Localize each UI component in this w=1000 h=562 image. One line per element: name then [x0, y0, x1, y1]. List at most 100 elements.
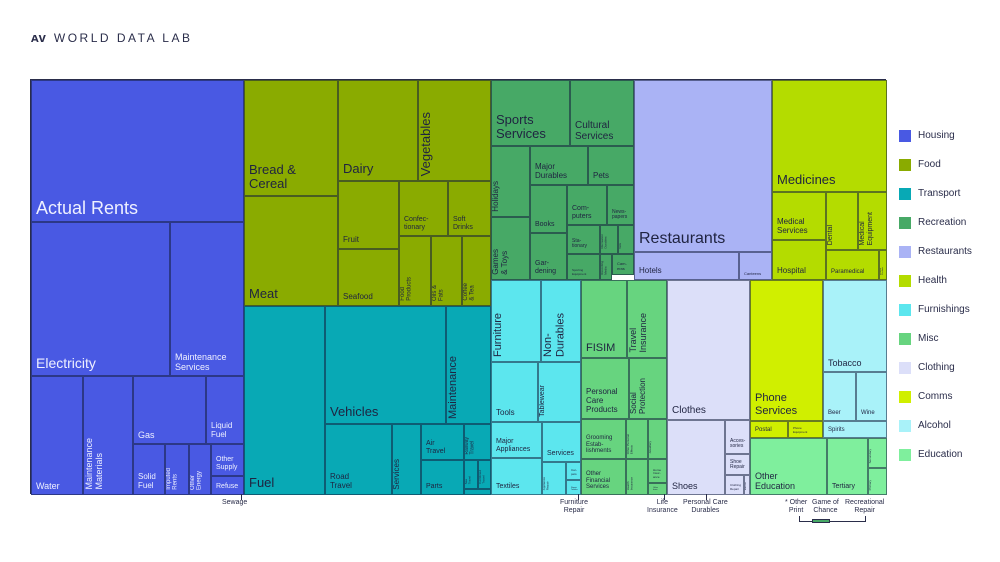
cell-label: Air Travel	[426, 440, 446, 456]
legend-label: Furnishings	[918, 304, 970, 315]
cell-furniture: Furniture	[491, 280, 541, 362]
world-data-lab-logo-icon: ᴀᴠ	[31, 30, 46, 45]
cell-label: Wine	[861, 410, 875, 417]
cell-tobacco: Tobacco	[823, 280, 887, 372]
cell-label: Maintenance Materials	[84, 438, 105, 490]
cell-label: Fruit	[343, 235, 359, 245]
cell-label: Hospital	[777, 266, 806, 276]
cell-other-energy: Other Energy	[189, 444, 211, 495]
legend-item-food: Food	[899, 150, 972, 179]
cell-label: Jewellery	[648, 441, 652, 454]
legend-item-health: Health	[899, 266, 972, 295]
cell-label: Medical Services	[777, 217, 808, 236]
cell-label: Tobacco	[828, 357, 862, 368]
cell-label: Games & Toys	[491, 249, 509, 275]
cell-holidays: Holidays	[491, 146, 530, 217]
cell-other-insur: Other Insur.	[648, 483, 667, 495]
cell-major-appliances: Major Appliances	[491, 422, 542, 458]
cell-primary: Primary	[868, 468, 887, 495]
cell-vehicles: Vehicles	[325, 306, 446, 424]
legend-swatch	[899, 419, 911, 432]
cell-label: Major Appliances	[496, 438, 531, 454]
cell-label: Oils & Fats	[432, 284, 445, 301]
cell-label: Meat	[249, 286, 278, 302]
cell-beer: Beer	[823, 372, 856, 421]
cell-label: Clothing Repair	[730, 483, 742, 491]
cell-games-toys: Games & Toys	[491, 217, 530, 280]
legend-item-recreation: Recreation	[899, 208, 972, 237]
cell-label: Recording Media	[600, 261, 608, 275]
cell-seafood: Seafood	[338, 249, 399, 306]
cell-sea-travel: Sea Travel	[464, 460, 478, 489]
cell-label: Services	[547, 450, 574, 458]
cell-sports-services: Sports Services	[491, 80, 570, 146]
cell-recreation-durables: Recreation Durables	[600, 225, 618, 254]
legend-swatch	[899, 216, 911, 229]
cell-label: Imputed Rents	[166, 468, 179, 490]
legend-label: Restaurants	[918, 246, 972, 257]
cell-label: Books	[535, 221, 555, 229]
legend-label: Clothing	[918, 362, 955, 373]
cell-coffee-tea: Coffee & Tea	[462, 236, 491, 306]
cell-liquid-fuel: Liquid Fuel	[206, 376, 244, 444]
cell-medical-products: Medical Products	[879, 250, 887, 280]
cell-maintenance-materials: Maintenance Materials	[83, 376, 133, 495]
cell-medical-equipment: Medical Equipment	[858, 192, 887, 250]
cell-label: Beer	[828, 410, 841, 417]
annotation-personal-care-durables: Personal Care Durables	[683, 499, 728, 515]
life-insurance-tick	[664, 494, 665, 500]
annotation-furniture-repair: Furniture Repair	[560, 499, 589, 515]
cell-other-financial-services: Other Financial Services	[581, 459, 626, 495]
legend-swatch	[899, 361, 911, 374]
cell-health-insurance: Health Insurance	[626, 459, 648, 495]
cell-label: Other Education	[755, 470, 796, 491]
cell-bread-cereal: Bread & Cereal	[244, 80, 338, 196]
cell-label: Pets	[593, 171, 610, 181]
cell-label: Shoes	[672, 480, 698, 491]
cell-cultural-services: Cultural Services	[570, 80, 634, 146]
cell-textiles: Textiles	[491, 458, 542, 495]
cell-spirits: Spirits	[823, 421, 887, 438]
cell-label: Other Supply	[216, 456, 238, 472]
cell-label: Sporting Equipment	[572, 268, 587, 276]
misc-recreation-slivers	[812, 519, 830, 523]
legend: Housing Food Transport Recreation Restaurant…	[899, 121, 972, 469]
cell-imputed-rents: Imputed Rents	[165, 444, 189, 495]
cell-materials: Materials	[744, 475, 750, 495]
cell-label: Water	[36, 480, 60, 491]
cell-label: Secondary	[868, 448, 872, 463]
cell-gardening: Gar- dening	[530, 233, 567, 280]
legend-label: Recreation	[918, 217, 967, 228]
cell-other-travel: Other Travel	[464, 489, 491, 495]
cell-car-pets: Car- pets	[566, 462, 581, 480]
cell-clothes: Clothes	[667, 280, 750, 420]
cell-meat: Meat	[244, 196, 338, 306]
cell-label: Sea Travel	[464, 475, 472, 484]
cell-recording-media: Recording Media	[600, 254, 612, 280]
cell-gas: Gas	[133, 376, 206, 444]
cell-label: Medicines	[777, 172, 836, 188]
cell-label: Paramedical	[831, 269, 865, 276]
cell-label: Liquid Fuel	[211, 421, 233, 440]
cell-label: Vets	[618, 243, 622, 249]
cell-label: Other Personal Effects	[626, 433, 634, 454]
cell-label: Gar- dening	[535, 260, 557, 276]
cell-fisim: FISIM	[581, 280, 627, 358]
cell-label: Textiles	[496, 483, 520, 491]
cell-refuse: Refuse	[211, 476, 244, 495]
cell-home-insur-ance: Home Insur- ance	[648, 459, 667, 483]
cell-railway-travel: Railway Travel	[464, 424, 491, 460]
cell-hospital: Hospital	[772, 240, 826, 280]
cell-personal-care-products: Personal Care Products	[581, 358, 629, 419]
cell-dental: Dental	[826, 192, 858, 250]
cell-label: Fuel	[249, 475, 275, 491]
legend-label: Alcohol	[918, 420, 951, 431]
cell-parts: Parts	[421, 460, 464, 495]
brand-name: WORLD DATA LAB	[53, 30, 193, 45]
cell-label: Other Energy	[190, 470, 203, 490]
cell-label: Medical Products	[880, 267, 885, 275]
legend-label: Housing	[918, 130, 955, 141]
cell-tools: Tools	[491, 362, 538, 422]
legend-swatch	[899, 448, 911, 461]
cell-label: Tertiary	[832, 483, 855, 491]
